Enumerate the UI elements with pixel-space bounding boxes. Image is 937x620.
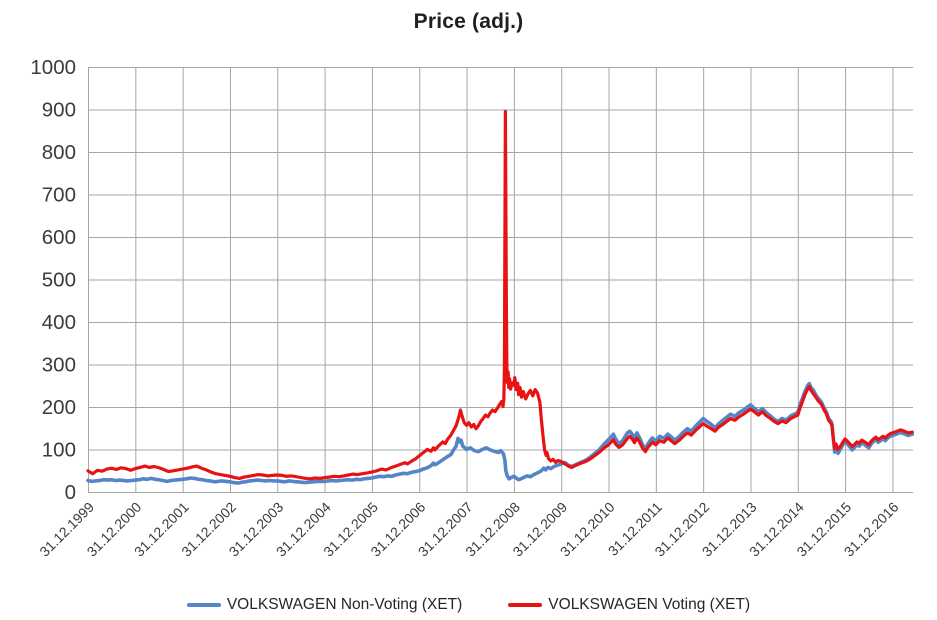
legend-item-non-voting: VOLKSWAGEN Non-Voting (XET) [186,596,463,614]
chart-title: Price (adj.) [413,10,524,33]
y-axis-labels: 0 100 200 300 400 500 600 700 800 900 1000 [30,56,76,504]
svg-text:700: 700 [42,184,76,207]
series-voting-line [86,109,914,481]
legend-swatch-non-voting-icon [186,603,221,607]
legend-item-voting: VOLKSWAGEN Voting (XET) [508,596,750,614]
svg-text:400: 400 [42,311,76,334]
svg-text:600: 600 [42,226,76,249]
svg-text:800: 800 [42,141,76,164]
svg-text:1000: 1000 [30,56,76,79]
svg-text:100: 100 [42,439,76,462]
gridlines [88,67,913,493]
svg-text:900: 900 [42,99,76,122]
legend-swatch-voting-icon [508,603,543,607]
x-axis-labels: 31.12.199931.12.200031.12.200131.12.2002… [36,499,901,560]
legend-label-voting: VOLKSWAGEN Voting (XET) [548,596,751,613]
svg-text:200: 200 [42,396,76,419]
legend: VOLKSWAGEN Non-Voting (XET) VOLKSWAGEN V… [0,596,937,614]
svg-text:500: 500 [42,269,76,292]
series-non-voting-line [86,381,915,485]
legend-label-non-voting: VOLKSWAGEN Non-Voting (XET) [226,596,463,613]
svg-text:0: 0 [65,481,76,504]
svg-text:300: 300 [42,354,76,377]
